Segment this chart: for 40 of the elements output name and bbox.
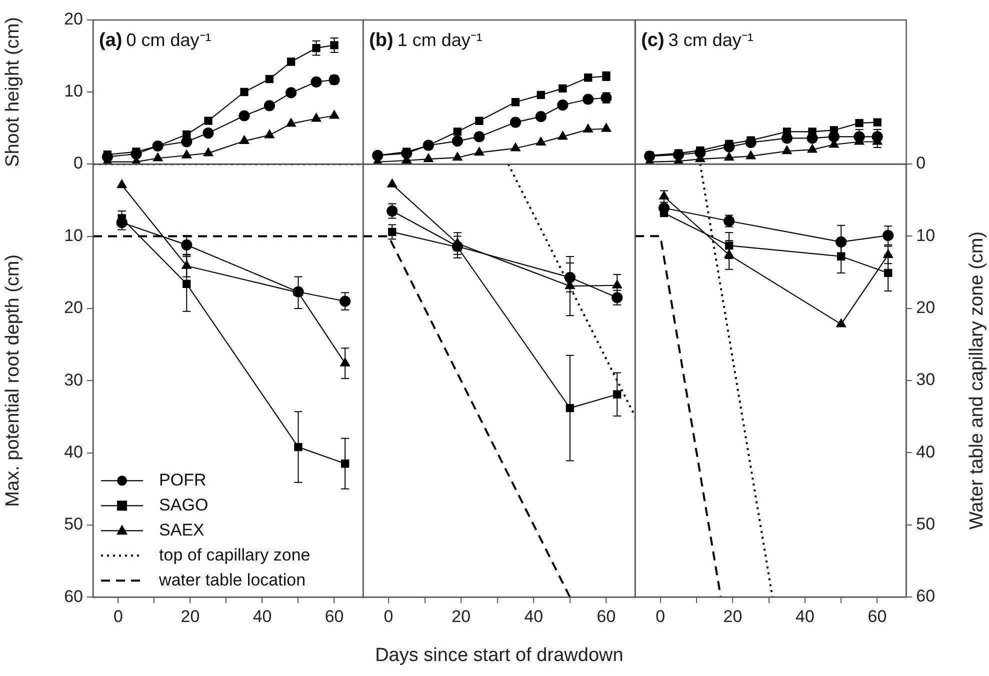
x-tick-label: 0 — [113, 606, 123, 626]
y2-axis-title: Water table and capillary zone (cm) — [966, 231, 988, 530]
x-tick-label: 20 — [452, 606, 470, 626]
x-tick-label: 0 — [656, 606, 666, 626]
y2-tick-label: 40 — [916, 442, 935, 462]
y-tick-label: 50 — [64, 514, 84, 534]
y-tick-label: 20 — [64, 298, 84, 318]
y2-tick-label: 30 — [916, 370, 935, 390]
y-tick-label: 10 — [64, 226, 84, 245]
y-tick-label: 10 — [64, 82, 84, 101]
y-axis-title: Max. potential root depth (cm) — [2, 254, 24, 507]
y-tick-label: 0 — [74, 154, 84, 173]
text: (a) 0 cm day⁻¹ — [99, 30, 212, 51]
x-tick-label: 20 — [180, 606, 200, 626]
text: (b) 1 cm day⁻¹ — [369, 30, 482, 52]
x-tick-label: 20 — [723, 606, 742, 626]
legend-label: POFR — [159, 470, 206, 490]
y-tick-label: 20 — [64, 10, 84, 29]
text: (c) 3 cm day⁻¹ — [641, 30, 754, 52]
legend-label: top of capillary zone — [159, 545, 310, 564]
legend-label: SAGO — [159, 495, 208, 514]
y2-tick-label: 20 — [916, 298, 935, 318]
x-axis-title: Days since start of drawdown — [374, 644, 624, 666]
x-tick-label: 40 — [795, 606, 814, 626]
y-tick-label: 60 — [64, 586, 84, 606]
y2-tick-label: 50 — [916, 514, 935, 534]
y2-tick-label: 60 — [916, 586, 935, 606]
x-tick-label: 40 — [524, 606, 544, 626]
y2-tick-label: 0 — [916, 154, 926, 173]
legend-label: SAEX — [159, 520, 204, 540]
x-tick-label: 60 — [868, 606, 887, 626]
x-tick-label: 0 — [384, 606, 394, 626]
y2-tick-label: 10 — [916, 226, 935, 245]
legend-label: water table location — [158, 570, 306, 590]
x-tick-label: 40 — [252, 606, 272, 626]
x-tick-label: 60 — [596, 606, 616, 626]
y-tick-label: 30 — [64, 370, 84, 390]
x-tick-label: 60 — [324, 606, 344, 626]
y-tick-label: 40 — [64, 442, 84, 462]
y-axis-title: Shoot height (cm) — [2, 17, 24, 167]
